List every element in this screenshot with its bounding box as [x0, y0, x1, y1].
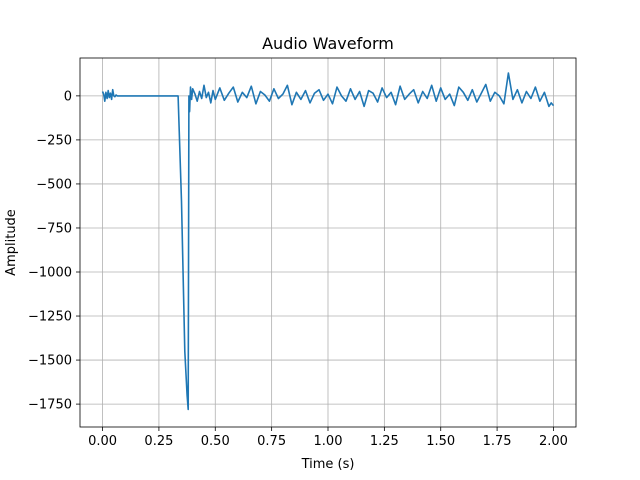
y-tick-label: −1750 [28, 398, 72, 413]
x-tick-label: 0.00 [88, 434, 117, 449]
x-axis-label: Time (s) [301, 457, 355, 472]
x-tick-label: 0.50 [201, 434, 230, 449]
waveform-line-0 [101, 72, 555, 411]
x-tick-label: 1.25 [370, 434, 399, 449]
grid-layer [80, 58, 576, 427]
chart-title: Audio Waveform [262, 34, 394, 53]
tick-layer: 0.00 0.25 0.50 0.75 1.00 1.25 1.50 1.75 2.00 0 −25… [28, 89, 568, 449]
y-tick-label: 0 [64, 89, 72, 104]
x-tick-label: 1.75 [483, 434, 512, 449]
x-tick-label: 1.00 [314, 434, 343, 449]
y-tick-label: −250 [36, 133, 72, 148]
x-tick-label: 2.00 [539, 434, 568, 449]
y-tick-label: −1000 [28, 266, 72, 281]
y-axis-label: Amplitude [4, 209, 19, 276]
x-tick-label: 0.25 [144, 434, 173, 449]
x-tick-label: 0.75 [257, 434, 286, 449]
x-tick-label: 1.50 [426, 434, 455, 449]
y-tick-label: −1250 [28, 310, 72, 325]
y-tick-label: −500 [36, 177, 72, 192]
y-tick-label: −1500 [28, 354, 72, 369]
series-layer [101, 72, 555, 411]
y-tick-label: −750 [36, 221, 72, 236]
